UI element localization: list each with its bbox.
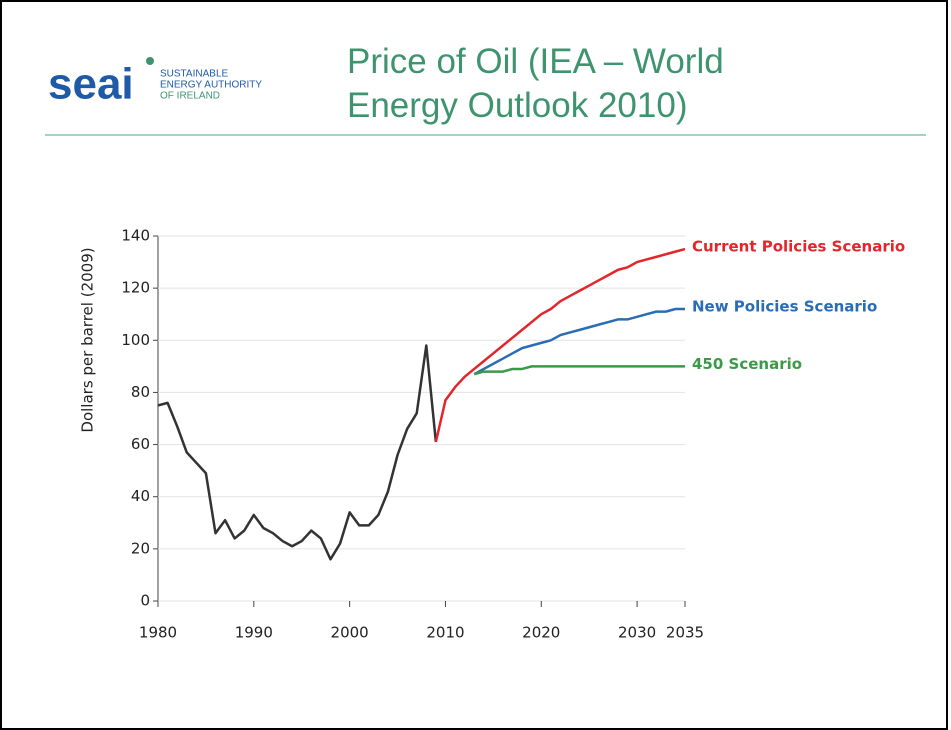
series-label: Current Policies Scenario [692, 238, 905, 256]
series-line [434, 247, 686, 443]
y-tick-label: 40 [131, 487, 150, 505]
logo-text: SUSTAINABLE [160, 69, 228, 80]
x-tick-label: 2020 [522, 624, 560, 642]
y-tick-label: 20 [131, 539, 150, 557]
x-tick-label: 2000 [331, 624, 369, 642]
x-tick-label: 2030 [618, 624, 656, 642]
series-line [473, 365, 685, 376]
logo-dot [146, 57, 154, 65]
logo-text: ENERGY AUTHORITY [160, 80, 262, 91]
y-tick-label: 100 [121, 331, 150, 349]
x-tick-label: 2010 [426, 624, 464, 642]
series-label: New Policies Scenario [692, 298, 877, 316]
series-line [473, 307, 685, 376]
y-tick-label: 60 [131, 435, 150, 453]
x-tick-label: 2035 [666, 624, 704, 642]
series-line [157, 344, 438, 561]
slide-title: Price of Oil (IEA – World Energy Outlook… [347, 42, 724, 125]
logo: seai [48, 60, 134, 109]
series-label: 450 Scenario [692, 355, 802, 373]
logo-text: OF IRELAND [160, 91, 220, 102]
y-tick-label: 80 [131, 383, 150, 401]
y-axis-label: Dollars per barrel (2009) [79, 247, 97, 432]
y-tick-label: 0 [140, 592, 150, 610]
y-tick-label: 140 [121, 227, 150, 245]
x-tick-label: 1980 [139, 624, 177, 642]
y-tick-label: 120 [121, 279, 150, 297]
x-tick-label: 1990 [235, 624, 273, 642]
